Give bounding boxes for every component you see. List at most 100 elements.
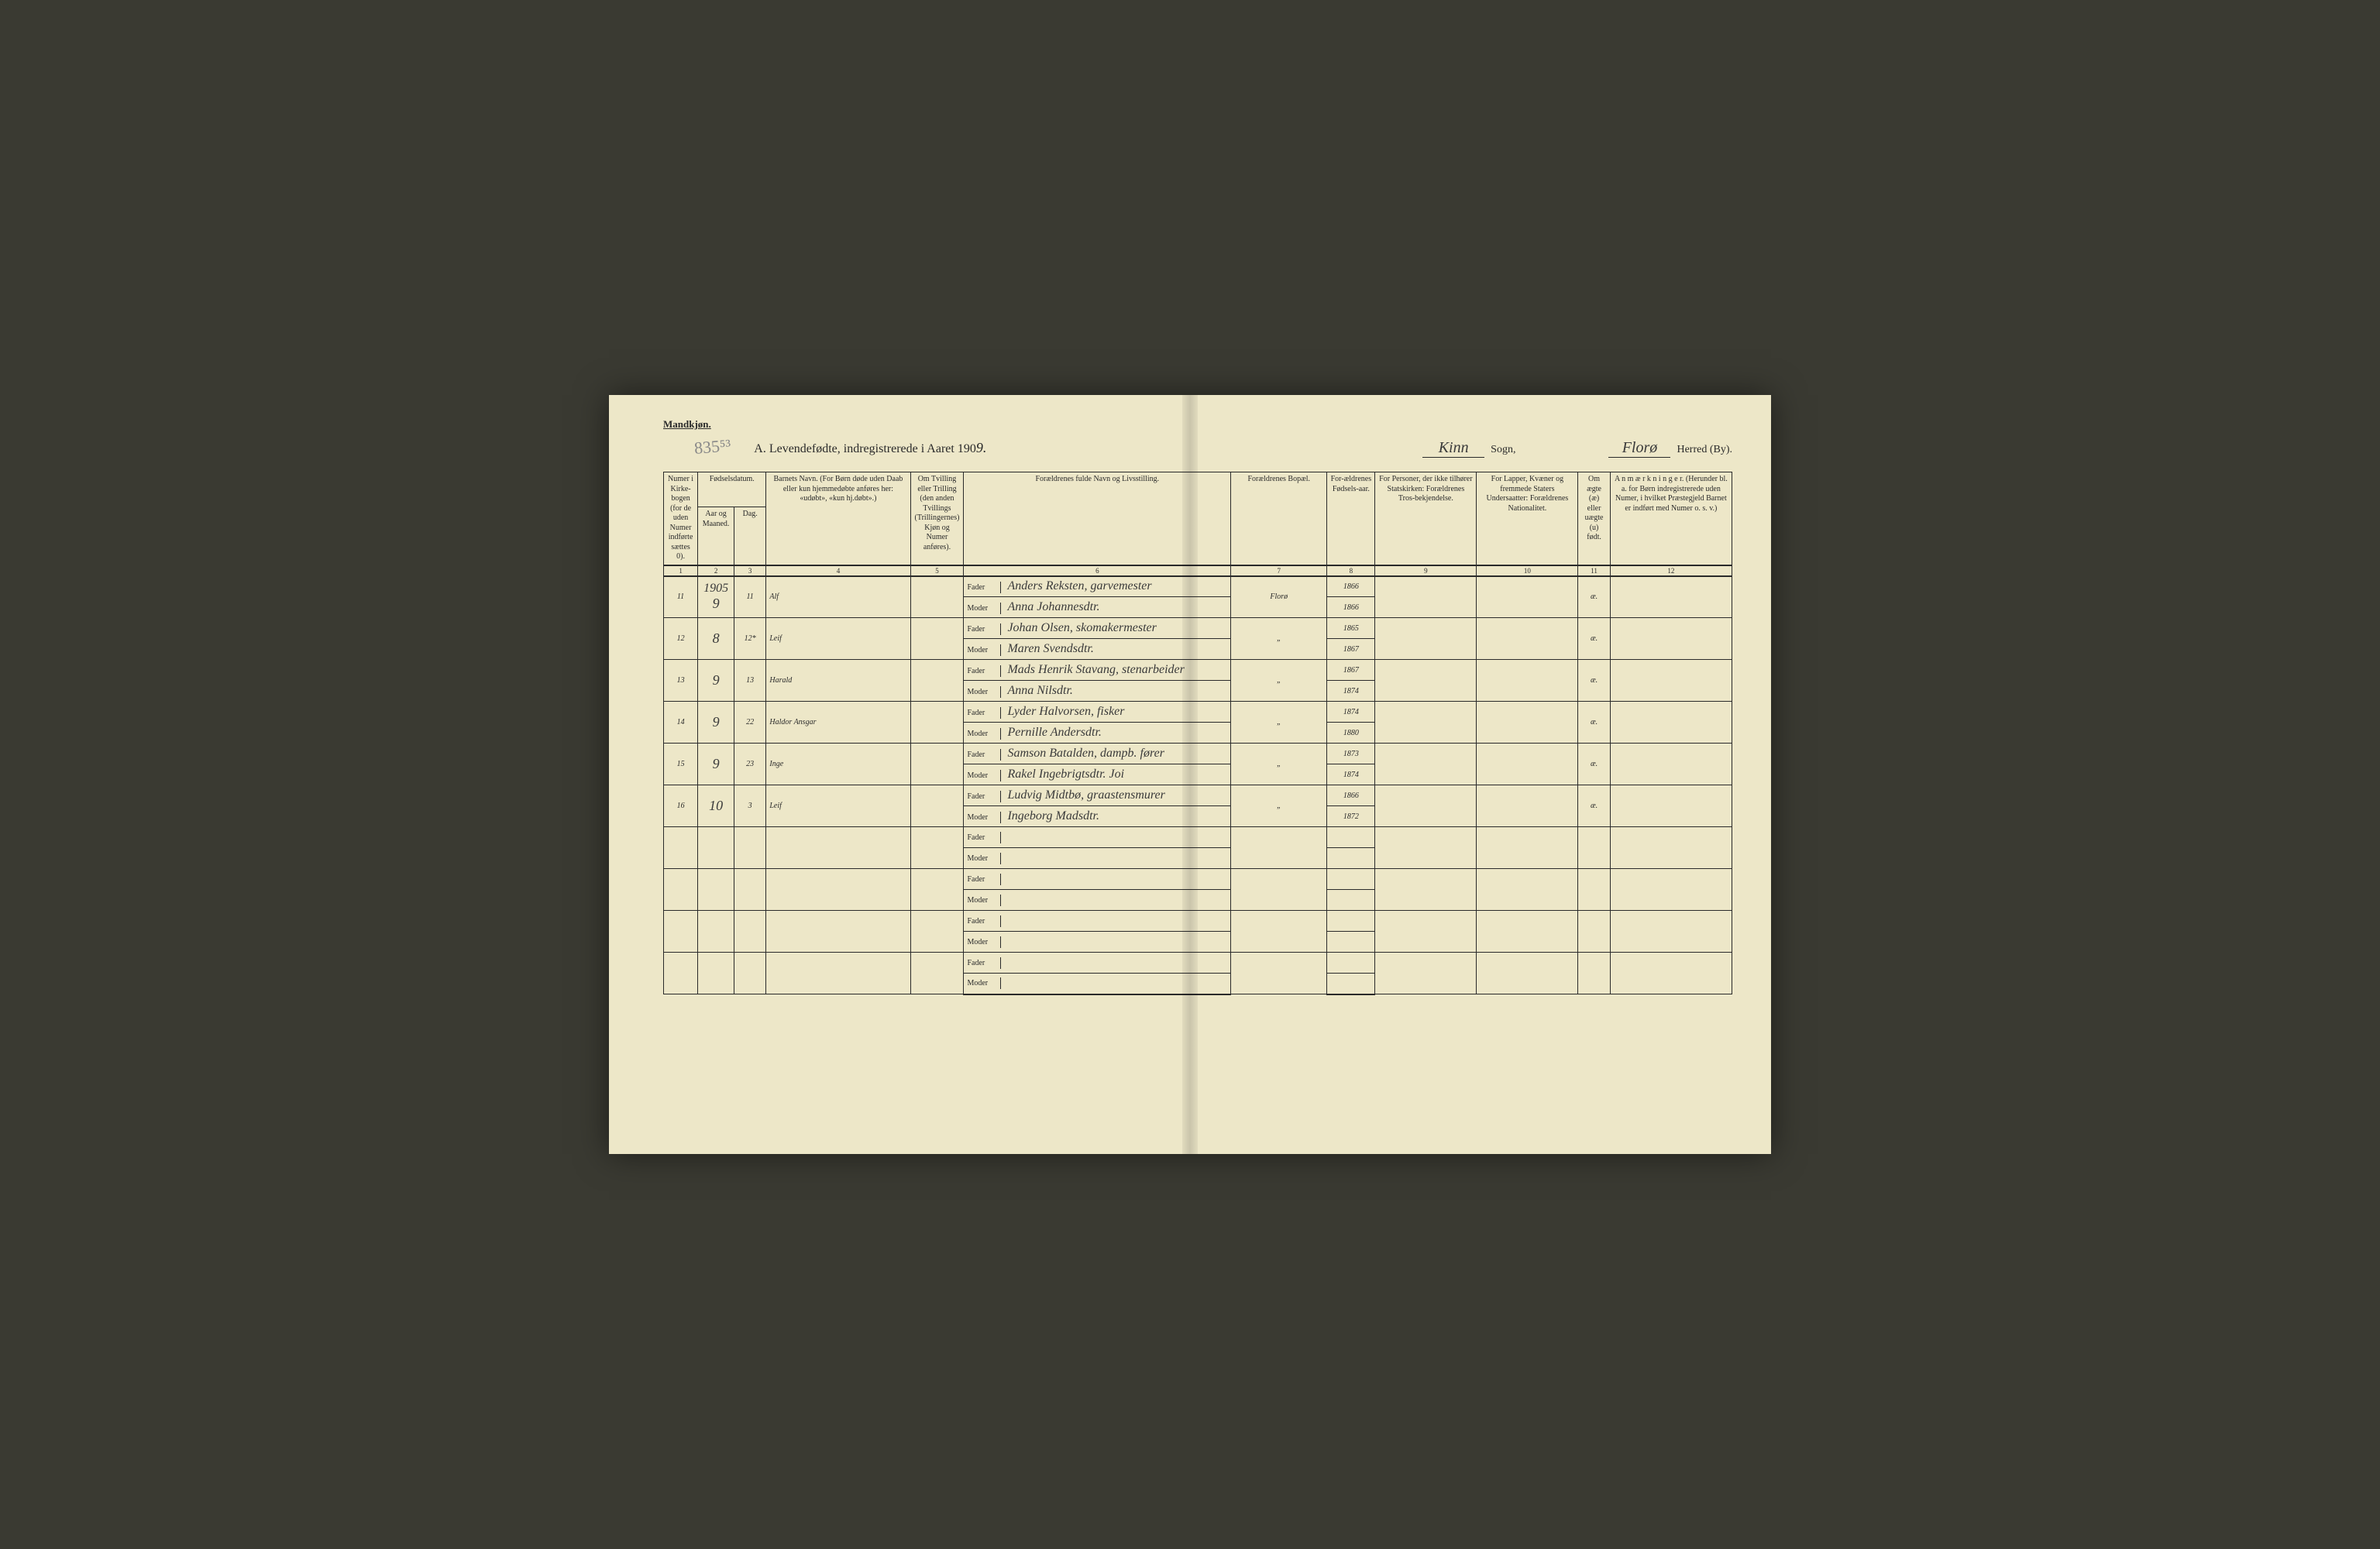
remarks-cell [1610, 618, 1732, 660]
colnum-1: 1 [664, 565, 698, 576]
father-birth-year: 1873 [1327, 744, 1375, 764]
pencil-annotation: 835⁵³ [693, 435, 731, 459]
twin-cell [910, 576, 964, 618]
mother-cell: Moder [964, 932, 1231, 953]
nationality-cell [1477, 618, 1578, 660]
mother-label: Moder [967, 686, 1001, 698]
entry-month: 10 [698, 785, 734, 827]
legitimacy [1578, 869, 1610, 911]
child-name: Haldor Ansgar [766, 702, 910, 744]
mother-label: Moder [967, 977, 1001, 989]
father-label: Fader [967, 665, 1001, 677]
mother-label: Moder [967, 770, 1001, 781]
mother-name: Pernille Andersdtr. [1007, 726, 1101, 739]
mother-birth-year: 1880 [1327, 723, 1375, 744]
religion-cell [1375, 869, 1477, 911]
twin-cell [910, 660, 964, 702]
child-name: Inge [766, 744, 910, 785]
entry-number: 16 [664, 785, 698, 827]
remarks-cell [1610, 660, 1732, 702]
entry-month [698, 869, 734, 911]
entry-number [664, 869, 698, 911]
residence: „ [1231, 618, 1327, 660]
col-header-9: For Personer, der ikke tilhører Statskir… [1375, 472, 1477, 565]
religion-cell [1375, 660, 1477, 702]
child-name [766, 953, 910, 994]
father-birth-year: 1866 [1327, 785, 1375, 806]
father-label: Fader [967, 791, 1001, 802]
sogn-field: Kinn Sogn, [1422, 439, 1515, 458]
register-page: Mandkjøn. 835⁵³ A. Levendefødte, indregi… [609, 395, 1771, 1154]
father-cell: FaderAnders Reksten, garvemester [964, 576, 1231, 597]
entry-row: 13913HaraldFaderMads Henrik Stavang, ste… [664, 660, 1732, 681]
father-label: Fader [967, 915, 1001, 927]
colnum-3: 3 [734, 565, 766, 576]
child-name: Leif [766, 785, 910, 827]
remarks-cell [1610, 576, 1732, 618]
remarks-cell [1610, 953, 1732, 994]
mother-birth-year: 1867 [1327, 639, 1375, 660]
mother-birth-year: 1866 [1327, 597, 1375, 618]
herred-value: Florø [1608, 439, 1670, 458]
col-header-1: Numer i Kirke-bogen (for de uden Numer i… [664, 472, 698, 565]
father-birth-year: 1865 [1327, 618, 1375, 639]
father-cell: Fader [964, 869, 1231, 890]
remarks-cell [1610, 744, 1732, 785]
col-header-12: A n m æ r k n i n g e r. (Herunder bl. a… [1610, 472, 1732, 565]
col-header-10: For Lapper, Kvæner og fremmede Staters U… [1477, 472, 1578, 565]
residence [1231, 953, 1327, 994]
entry-day: 12* [734, 618, 766, 660]
entry-day: 3 [734, 785, 766, 827]
entry-number [664, 827, 698, 869]
mother-birth-year: 1874 [1327, 681, 1375, 702]
nationality-cell [1477, 702, 1578, 744]
mother-name: Maren Svendsdtr. [1007, 642, 1093, 655]
father-birth-year [1327, 869, 1375, 890]
colnum-8: 8 [1327, 565, 1375, 576]
father-name: Mads Henrik Stavang, stenarbeider [1007, 663, 1184, 676]
entry-month: 19059 [698, 576, 734, 618]
mother-birth-year: 1874 [1327, 764, 1375, 785]
title-year-suffix: 9. [976, 440, 987, 455]
year-note: 1905 [701, 582, 731, 596]
entry-row: 111905911AlfFaderAnders Reksten, garveme… [664, 576, 1732, 597]
twin-cell [910, 869, 964, 911]
mother-name: Anna Johannesdtr. [1007, 600, 1099, 613]
residence: „ [1231, 702, 1327, 744]
mother-cell: ModerPernille Andersdtr. [964, 723, 1231, 744]
entry-month [698, 827, 734, 869]
child-name: Leif [766, 618, 910, 660]
religion-cell [1375, 953, 1477, 994]
column-number-row: 1 2 3 4 5 6 7 8 9 10 11 12 [664, 565, 1732, 576]
col-header-6: Forældrenes fulde Navn og Livsstilling. [964, 472, 1231, 565]
mother-label: Moder [967, 895, 1001, 906]
remarks-cell [1610, 827, 1732, 869]
empty-row: Fader [664, 827, 1732, 848]
nationality-cell [1477, 911, 1578, 953]
religion-cell [1375, 911, 1477, 953]
legitimacy [1578, 827, 1610, 869]
empty-row: Fader [664, 911, 1732, 932]
father-birth-year: 1867 [1327, 660, 1375, 681]
remarks-cell [1610, 785, 1732, 827]
father-cell: Fader [964, 911, 1231, 932]
entry-number: 11 [664, 576, 698, 618]
residence: Florø [1231, 576, 1327, 618]
religion-cell [1375, 618, 1477, 660]
entry-number [664, 911, 698, 953]
father-label: Fader [967, 957, 1001, 969]
colnum-4: 4 [766, 565, 910, 576]
legitimacy [1578, 953, 1610, 994]
child-name: Harald [766, 660, 910, 702]
mother-name: Rakel Ingebrigtsdtr. Joi [1007, 768, 1124, 781]
mother-cell: Moder [964, 974, 1231, 994]
child-name [766, 827, 910, 869]
sogn-value: Kinn [1422, 439, 1484, 458]
col-header-8: For-ældrenes Fødsels-aar. [1327, 472, 1375, 565]
twin-cell [910, 827, 964, 869]
colnum-7: 7 [1231, 565, 1327, 576]
colnum-9: 9 [1375, 565, 1477, 576]
child-name [766, 911, 910, 953]
residence [1231, 911, 1327, 953]
col-header-3: Dag. [734, 507, 766, 565]
